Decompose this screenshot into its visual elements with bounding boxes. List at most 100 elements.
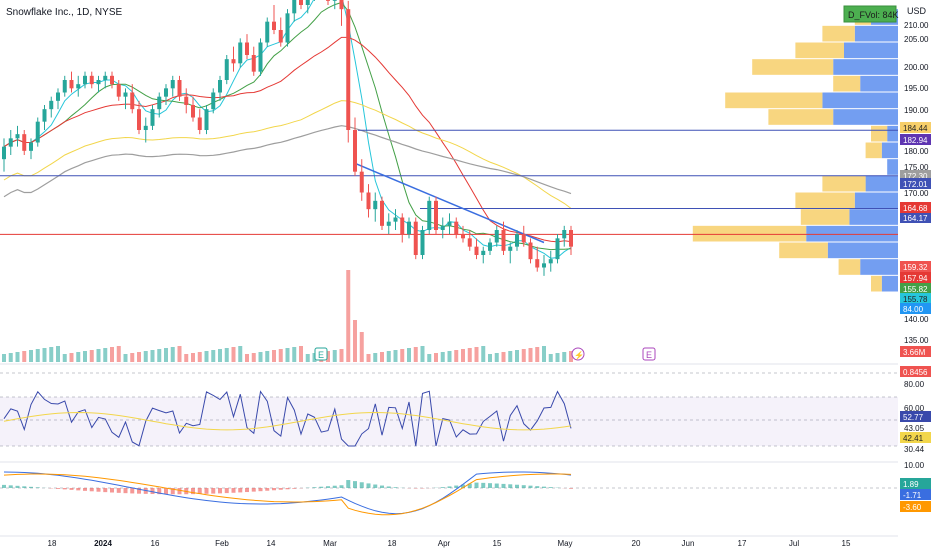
macd-histogram-bar xyxy=(386,486,391,488)
vp-bar-buy xyxy=(849,209,898,225)
candle-body xyxy=(407,221,411,235)
currency-label[interactable]: USD xyxy=(907,6,927,16)
price-axis[interactable]: 210.00 205.00 200.00 195.00 190.00 180.00 175.… xyxy=(898,0,932,550)
vp-bar-buy xyxy=(887,159,898,175)
price-badge xyxy=(900,122,931,133)
vp-bar-buy xyxy=(881,275,898,292)
candle-body xyxy=(353,130,357,172)
vp-badge[interactable] xyxy=(843,5,897,23)
volume-bar xyxy=(49,347,54,362)
candle-body xyxy=(123,92,128,97)
price-tick-label: 210.00 xyxy=(904,21,929,30)
price-badge xyxy=(900,293,931,304)
price-badge xyxy=(900,170,931,181)
time-axis[interactable]: 18 2024 16 Feb 14 Mar 18 Apr 15 May 20 Jun 17 Jul 15 xyxy=(48,539,851,548)
macd-histogram-bar xyxy=(366,483,371,488)
macd-histogram-bar xyxy=(110,488,114,493)
candle-body xyxy=(197,117,202,130)
candle-body xyxy=(110,75,114,85)
volume-bar xyxy=(555,353,560,362)
price-badge xyxy=(900,283,931,294)
candle-body xyxy=(238,42,243,64)
symbol-title[interactable]: Snowflake Inc., 1D, NYSE xyxy=(6,7,122,18)
candle-body xyxy=(528,242,533,260)
candles[interactable] xyxy=(2,0,573,276)
volume-bar xyxy=(218,349,222,362)
rsi-badge xyxy=(900,411,931,422)
macd-histogram-bar xyxy=(245,488,249,493)
time-tick-label: 14 xyxy=(267,539,276,548)
horizontal-levels[interactable] xyxy=(0,129,898,244)
dividend-marker[interactable]: ⚡ xyxy=(571,347,585,361)
candle-body xyxy=(427,200,432,230)
time-tick-label: 15 xyxy=(842,539,851,548)
volume-bar xyxy=(562,352,567,362)
candle-body xyxy=(508,246,513,251)
candle-body xyxy=(15,134,20,139)
macd-histogram-bar xyxy=(380,485,384,488)
candle-body xyxy=(332,0,337,1)
candle-body xyxy=(103,75,108,80)
candle-body xyxy=(346,9,351,131)
candle-body xyxy=(218,80,222,93)
candle-body xyxy=(245,42,249,55)
macd-histogram-bar xyxy=(150,488,155,495)
candle-body xyxy=(83,75,87,85)
ma-gray-line xyxy=(3,125,572,198)
candle-body xyxy=(400,217,405,235)
macd-histogram-bar xyxy=(440,487,445,488)
macd-histogram-bar xyxy=(29,486,33,488)
volume-bar xyxy=(501,352,506,362)
candle-body xyxy=(380,200,384,226)
volume-bar xyxy=(143,351,148,362)
volume-bars xyxy=(2,270,573,362)
volume-bar xyxy=(15,352,20,362)
volume-bar xyxy=(231,347,236,362)
macd-histogram-bar xyxy=(501,483,506,488)
vp-bar-sell xyxy=(871,275,882,292)
vp-bar-sell xyxy=(692,225,807,242)
candle-body xyxy=(562,230,567,239)
candle-body xyxy=(62,80,67,93)
candle-body xyxy=(157,96,162,110)
price-badge xyxy=(900,134,931,145)
volume-bar xyxy=(103,348,108,362)
candle-body xyxy=(339,0,344,10)
candle-body xyxy=(56,92,60,101)
candle-body xyxy=(569,230,573,247)
volume-bar xyxy=(265,351,270,362)
macd-histogram-bar xyxy=(238,488,243,493)
candle-body xyxy=(299,0,303,5)
candle-body xyxy=(191,105,195,118)
volume-profile xyxy=(692,9,898,292)
candle-body xyxy=(494,230,499,243)
volume-bar xyxy=(157,349,162,362)
volume-bar xyxy=(440,352,445,362)
price-tick-label: 190.00 xyxy=(904,106,929,115)
macd-histogram-bar xyxy=(15,485,20,488)
candle-body xyxy=(272,21,276,30)
time-tick-label: 18 xyxy=(388,539,397,548)
rsi-badge xyxy=(900,432,931,443)
vp-bar-buy xyxy=(865,175,898,192)
volume-bar xyxy=(8,353,13,362)
vp-bar-sell xyxy=(800,209,850,225)
time-tick-label: 18 xyxy=(48,539,57,548)
candle-body xyxy=(555,238,560,260)
candle-body xyxy=(393,217,398,222)
macd-histogram-bar xyxy=(447,486,452,488)
macd-histogram-bar xyxy=(2,484,6,488)
price-badge-label: 159.32 xyxy=(903,263,928,272)
macd-badge xyxy=(900,489,931,500)
vp-bar-sell xyxy=(795,42,844,59)
earnings-marker-1[interactable]: E xyxy=(314,347,328,361)
vp-bar-buy xyxy=(854,25,898,42)
rsi-pane xyxy=(3,390,572,447)
volume-bar xyxy=(373,353,378,362)
candle-body xyxy=(89,75,94,85)
earnings-marker-2[interactable]: E xyxy=(642,347,656,361)
volume-bar xyxy=(366,354,371,362)
candle-body xyxy=(447,221,452,226)
